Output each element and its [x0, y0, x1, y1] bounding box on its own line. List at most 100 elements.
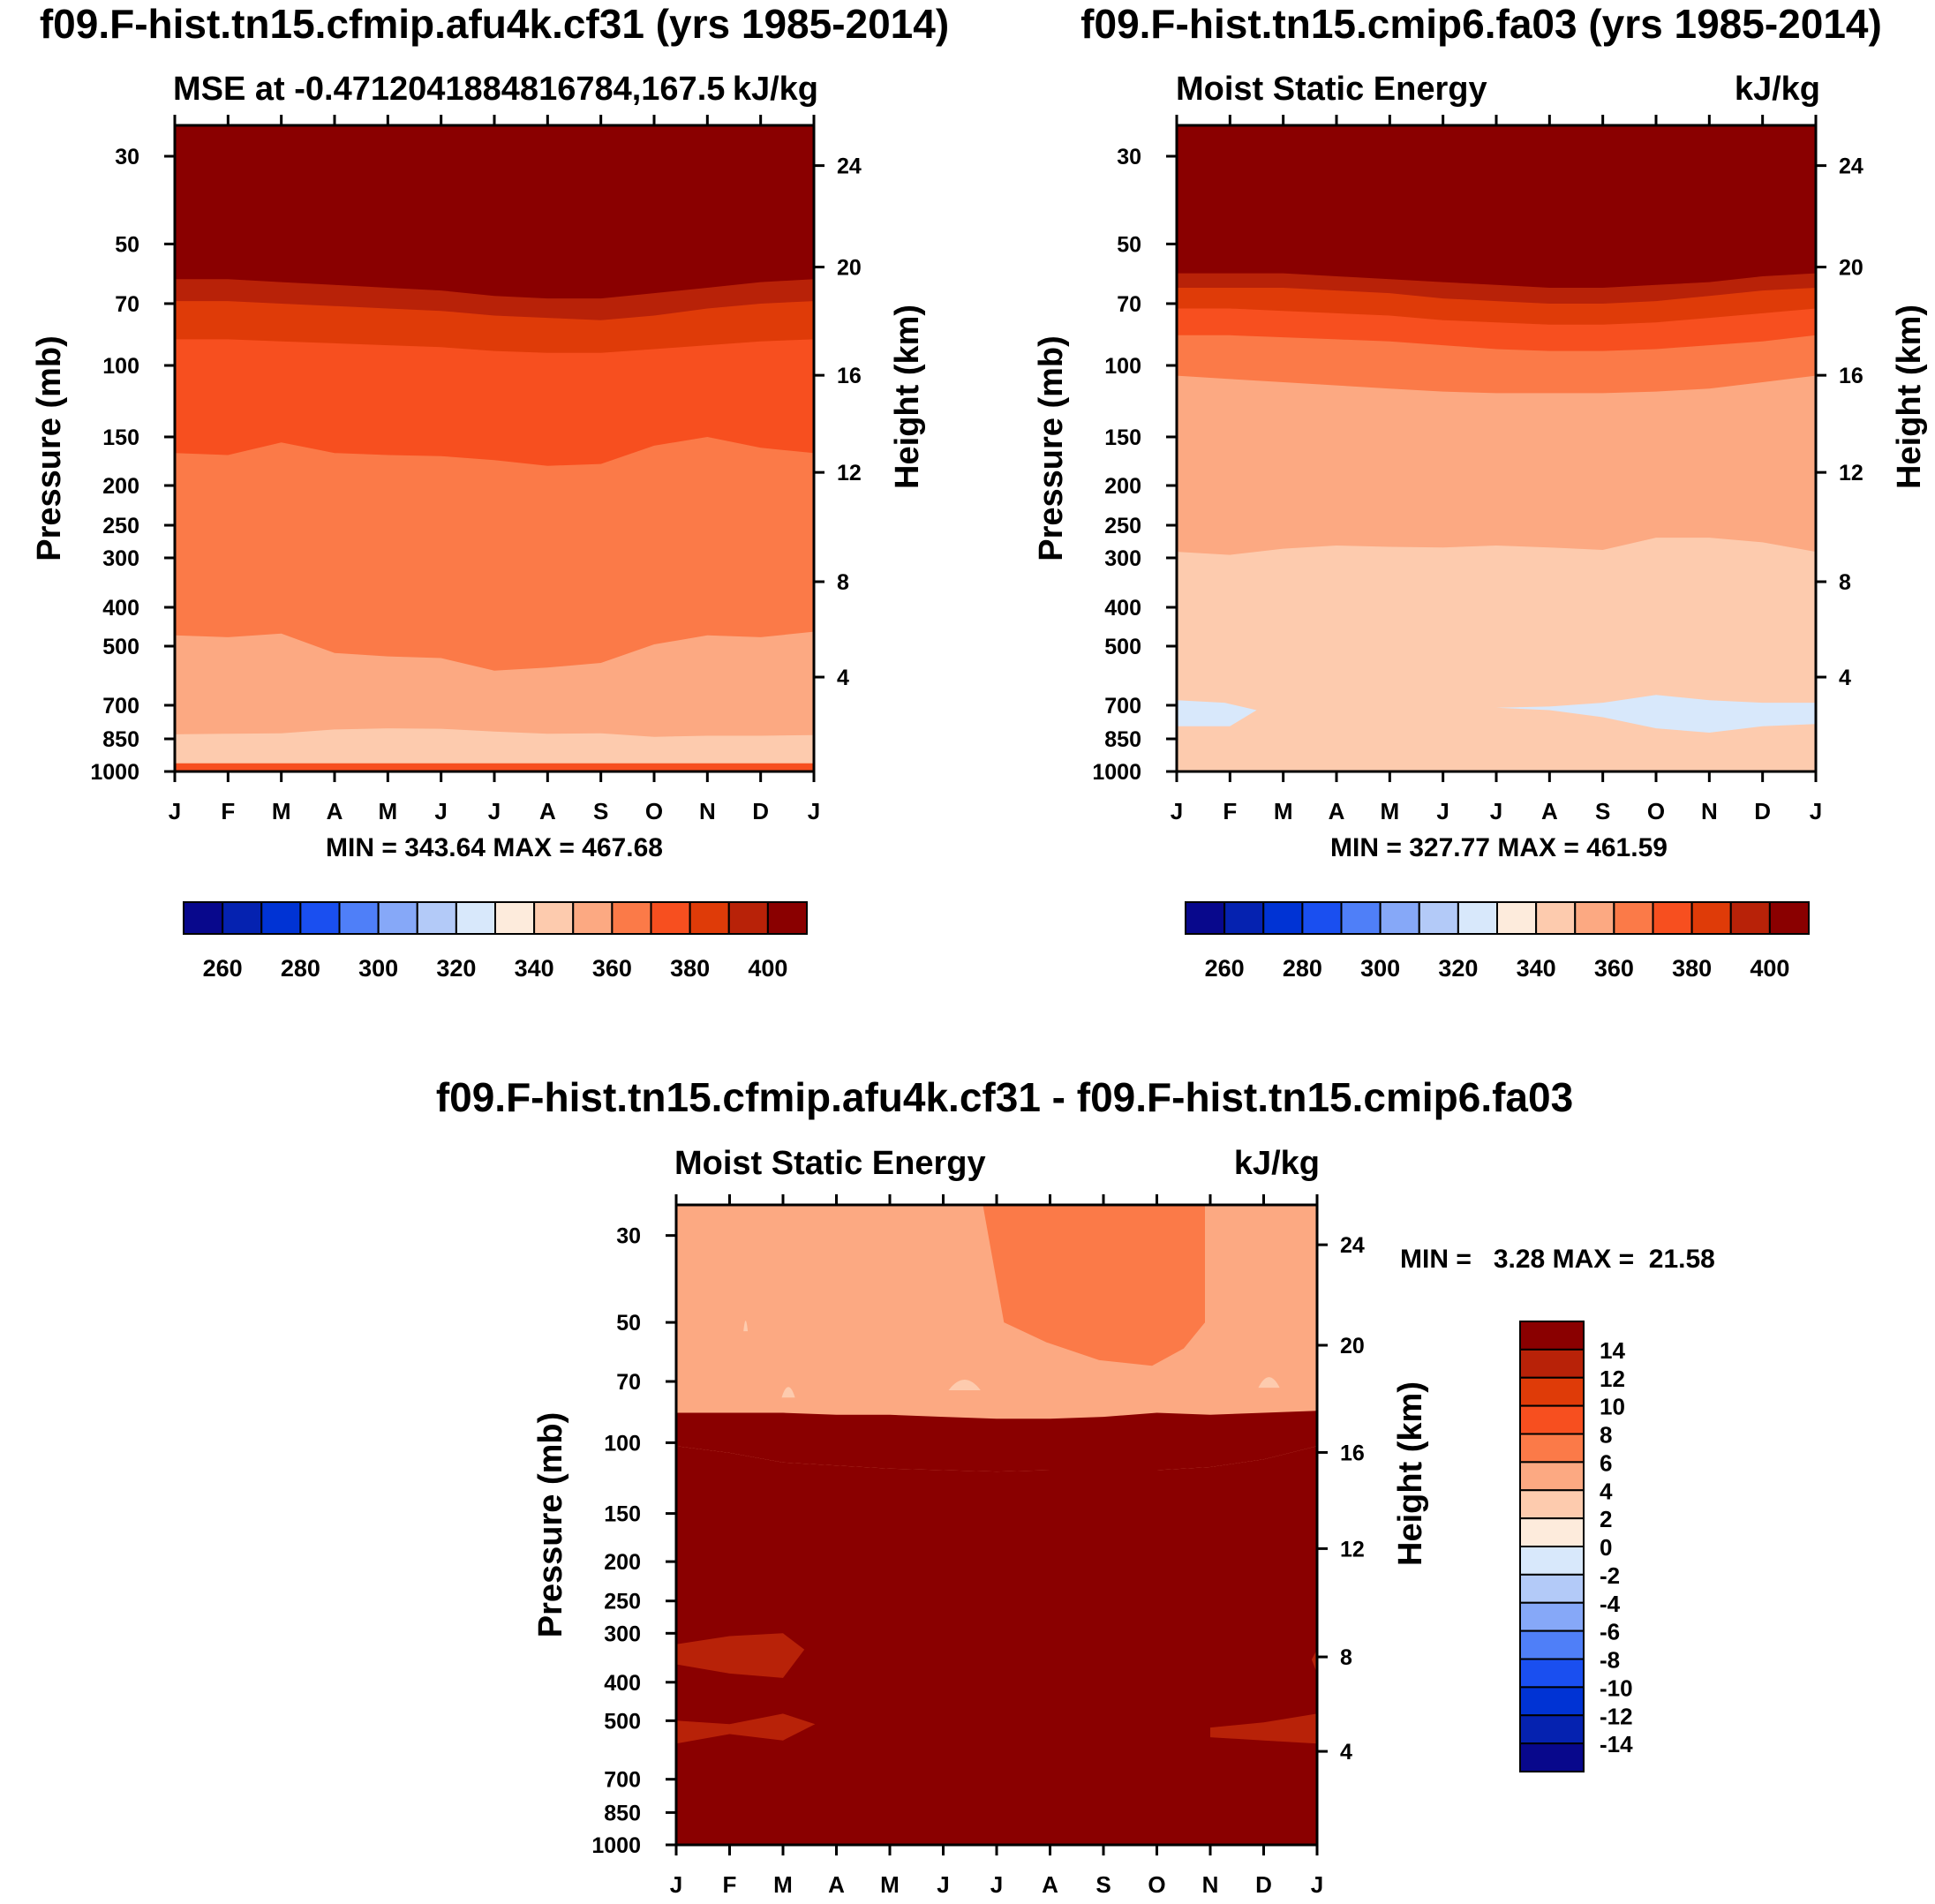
- contour-patch-blue-0: [1177, 700, 1257, 726]
- colorbar-swatch: [494, 901, 536, 935]
- panel-2-colorbar: 260 280 300 320 340 360 380 400: [1185, 901, 1810, 982]
- colorbar-swatch: [1690, 901, 1732, 935]
- height-tick-label: 16: [1839, 364, 1863, 388]
- colorbar-label: -14: [1600, 1731, 1633, 1757]
- colorbar-swatch: [1519, 1404, 1585, 1435]
- x-tick-label: S: [593, 798, 608, 824]
- x-tick-label: F: [221, 798, 235, 824]
- height-tick-label: 24: [837, 154, 862, 179]
- pressure-tick-label: 200: [1104, 474, 1141, 499]
- colorbar-swatch: [338, 901, 380, 935]
- colorbar-swatch: [1519, 1517, 1585, 1547]
- colorbar-swatch: [1262, 901, 1304, 935]
- x-tick-label: A: [327, 798, 343, 824]
- colorbar-swatch: [1519, 1376, 1585, 1407]
- pressure-tick-label: 400: [102, 596, 139, 621]
- colorbar-swatch: [1613, 901, 1654, 935]
- colorbar-label: 340: [1517, 955, 1556, 982]
- colorbar-swatch: [1301, 901, 1343, 935]
- pressure-tick-label: 850: [102, 727, 139, 752]
- height-tick-label: 20: [1340, 1334, 1365, 1358]
- pressure-tick-label: 400: [1104, 596, 1141, 621]
- x-tick-label: S: [1095, 1871, 1111, 1898]
- colorbar-swatch: [572, 901, 614, 935]
- x-tick-label: O: [1148, 1871, 1165, 1898]
- pressure-tick-label: 1000: [1092, 760, 1141, 785]
- contour-patch-1: [781, 1387, 795, 1398]
- contour-patch-2: [948, 1380, 981, 1391]
- height-tick-label: 24: [1839, 154, 1863, 179]
- x-tick-label: J: [670, 1871, 682, 1898]
- colorbar-label: 400: [748, 955, 787, 982]
- x-tick-label: F: [723, 1871, 737, 1898]
- panel2-title: f09.F-hist.tn15.cmip6.fa03 (yrs 1985-201…: [1080, 1, 1882, 47]
- colorbar-label: 320: [436, 955, 476, 982]
- colorbar-label: 260: [203, 955, 243, 982]
- contour-patch-3: [1258, 1377, 1280, 1388]
- panel2-units: kJ/kg: [1734, 71, 1820, 108]
- colorbar-label: -8: [1600, 1647, 1620, 1674]
- pressure-tick-label: 500: [102, 635, 139, 659]
- pressure-tick-label: 150: [1104, 425, 1141, 450]
- x-tick-label: J: [1810, 798, 1822, 824]
- contour-band-400: [175, 125, 814, 282]
- x-tick-label: A: [1541, 798, 1558, 824]
- colorbar-swatch: [455, 901, 496, 935]
- pressure-tick-label: 100: [1104, 354, 1141, 379]
- pressure-tick-label: 50: [1117, 232, 1141, 257]
- height-tick-label: 12: [837, 461, 862, 485]
- panel3-title: f09.F-hist.tn15.cfmip.afu4k.cf31 - f09.F…: [435, 1074, 1574, 1120]
- x-tick-label: N: [1202, 1871, 1219, 1898]
- colorbar-swatch: [727, 901, 769, 935]
- x-tick-label: F: [1223, 798, 1237, 824]
- height-tick-label: 4: [837, 666, 849, 690]
- pressure-axis-label: Pressure (mb): [1033, 335, 1070, 561]
- colorbar-label: 280: [1283, 955, 1322, 982]
- height-tick-label: 16: [1340, 1441, 1365, 1465]
- colorbar-label: 380: [670, 955, 710, 982]
- colorbar-swatch: [222, 901, 263, 935]
- colorbar-label: 6: [1600, 1449, 1612, 1476]
- height-tick-label: 12: [1839, 461, 1863, 485]
- pressure-tick-label: 30: [616, 1224, 641, 1249]
- pressure-tick-label: 1000: [591, 1833, 641, 1858]
- colorbar-swatch: [533, 901, 575, 935]
- contour-patch-blue-1: [1496, 695, 1816, 733]
- pressure-tick-label: 70: [115, 292, 139, 317]
- contour-band-stratosphere-max: [983, 1205, 1205, 1366]
- x-tick-label: O: [645, 798, 663, 824]
- colorbar-swatch: [1519, 1601, 1585, 1632]
- x-tick-label: J: [169, 798, 181, 824]
- colorbar-swatch: [1519, 1489, 1585, 1520]
- colorbar-swatch: [1519, 1686, 1585, 1717]
- x-tick-label: M: [773, 1871, 793, 1898]
- colorbar-swatch: [1519, 1321, 1585, 1351]
- height-tick-label: 8: [1340, 1645, 1352, 1670]
- colorbar-label: 14: [1600, 1337, 1625, 1364]
- x-tick-label: N: [699, 798, 716, 824]
- contour-surface-band: [175, 763, 814, 771]
- panel1-title: f09.F-hist.tn15.cfmip.afu4k.cf31 (yrs 19…: [39, 1, 950, 47]
- height-tick-label: 8: [837, 570, 849, 595]
- colorbar-label: 380: [1672, 955, 1712, 982]
- x-tick-label: S: [1595, 798, 1610, 824]
- panel-1-contour-plot: J F M A M J J A S O N D J 30 50 70 100 150 200 250 300 400 500…: [31, 115, 926, 824]
- height-tick-label: 20: [837, 256, 862, 281]
- colorbar-swatch: [1652, 901, 1693, 935]
- pressure-tick-label: 850: [604, 1801, 641, 1825]
- panel2-minmax: MIN = 327.77 MAX = 461.59: [1330, 833, 1668, 862]
- colorbar-label: 300: [358, 955, 398, 982]
- x-tick-label: J: [1171, 798, 1183, 824]
- pressure-tick-label: 150: [102, 425, 139, 450]
- panel-2-contour-plot: J F M A M J J A S O N D J 30 50 70 100 150 200 250 300 400 500…: [1033, 115, 1928, 824]
- contour-band-400: [1177, 125, 1816, 271]
- colorbar-swatch: [1574, 901, 1615, 935]
- pressure-tick-label: 700: [102, 694, 139, 719]
- pressure-tick-label: 400: [604, 1671, 641, 1696]
- height-axis-label: Height (km): [1891, 305, 1928, 489]
- colorbar-swatch: [611, 901, 652, 935]
- height-axis-label: Height (km): [1392, 1381, 1429, 1566]
- height-tick-label: 16: [837, 364, 862, 388]
- panel3-subtitle: Moist Static Energy: [674, 1145, 986, 1182]
